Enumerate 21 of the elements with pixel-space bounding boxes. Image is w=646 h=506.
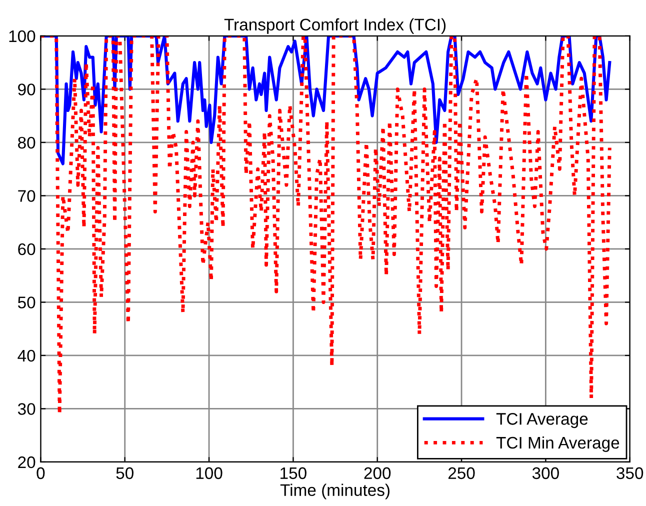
y-tick-label: 60 (18, 243, 36, 256)
x-tick-label: 250 (448, 467, 475, 480)
x-tick-label: 200 (364, 467, 391, 480)
legend-label: TCI Average (496, 413, 588, 428)
y-tick-label: 90 (18, 84, 36, 96)
y-tick-label: 80 (18, 136, 36, 149)
y-tick-label: 50 (18, 296, 36, 308)
x-tick-label: 150 (280, 467, 306, 480)
chart-title: Transport Comfort Index (TCI) (224, 18, 446, 34)
x-axis-title: Time (minutes) (280, 484, 390, 500)
legend-label: TCI Min Average (496, 436, 620, 452)
y-tick-label: 30 (18, 403, 36, 415)
y-tick-label: 100 (9, 30, 36, 42)
x-tick-label: 0 (36, 467, 45, 480)
y-tick-label: 40 (18, 350, 36, 362)
x-tick-label: 100 (196, 467, 222, 480)
y-tick-label: 20 (18, 456, 36, 468)
x-tick-label: 50 (116, 467, 134, 480)
x-tick-label: 350 (616, 467, 644, 480)
y-tick-label: 70 (18, 190, 36, 202)
x-tick-label: 300 (532, 467, 559, 480)
